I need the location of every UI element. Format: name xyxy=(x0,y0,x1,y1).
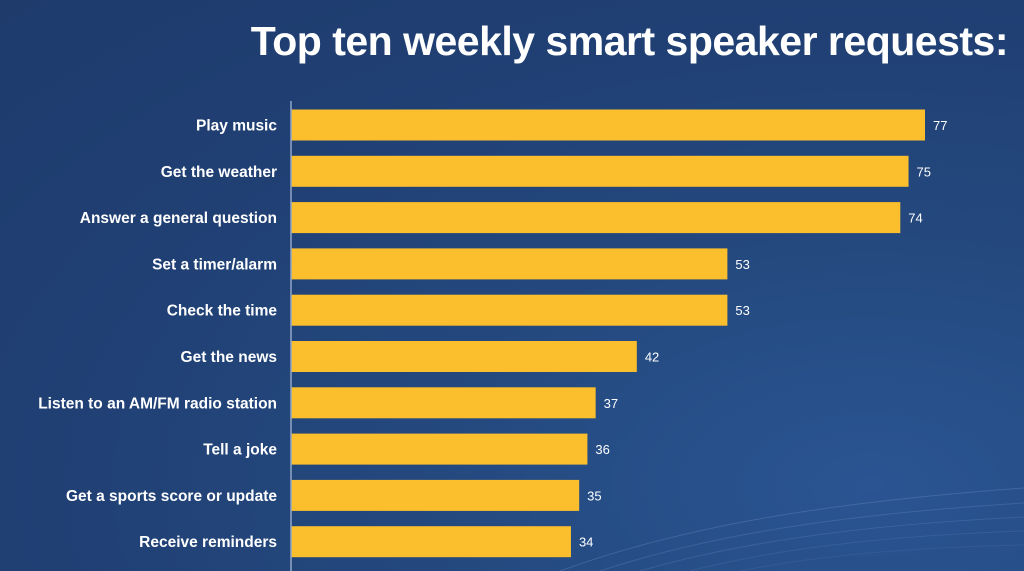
value-label-6: 37 xyxy=(604,396,618,411)
category-label-4: Check the time xyxy=(167,303,278,320)
bar-1 xyxy=(291,155,909,187)
value-labels: 77 75 74 53 53 42 37 36 35 34 xyxy=(579,118,948,550)
bar-6 xyxy=(291,387,596,419)
value-label-1: 75 xyxy=(917,164,931,179)
category-labels: Play music Get the weather Answer a genera… xyxy=(38,118,277,552)
value-label-5: 42 xyxy=(645,350,659,365)
bar-8 xyxy=(291,479,580,511)
bar-4 xyxy=(291,294,728,326)
category-label-7: Tell a joke xyxy=(203,442,277,459)
bars-group xyxy=(291,109,925,558)
value-label-2: 74 xyxy=(908,211,922,226)
category-label-5: Get the news xyxy=(181,349,277,366)
bar-2 xyxy=(291,202,901,234)
background-swooshes xyxy=(559,487,1024,571)
category-label-0: Play music xyxy=(196,118,277,135)
bar-5 xyxy=(291,341,637,372)
category-label-1: Get the weather xyxy=(161,164,277,181)
category-label-3: Set a timer/alarm xyxy=(152,256,277,273)
chart-title: Top ten weekly smart speaker requests: xyxy=(250,18,1009,64)
value-label-8: 35 xyxy=(587,488,601,503)
category-label-2: Answer a general question xyxy=(80,210,277,227)
value-label-7: 36 xyxy=(595,442,609,457)
bar-9 xyxy=(291,526,571,558)
category-label-6: Listen to an AM/FM radio station xyxy=(38,395,277,412)
value-label-3: 53 xyxy=(735,257,749,272)
bar-7 xyxy=(291,433,588,465)
value-label-0: 77 xyxy=(933,118,947,133)
bar-3 xyxy=(291,248,728,280)
category-label-8: Get a sports score or update xyxy=(66,488,277,505)
category-label-9: Receive reminders xyxy=(139,534,277,551)
value-label-4: 53 xyxy=(735,303,749,318)
bar-0 xyxy=(291,109,925,141)
value-label-9: 34 xyxy=(579,535,593,550)
